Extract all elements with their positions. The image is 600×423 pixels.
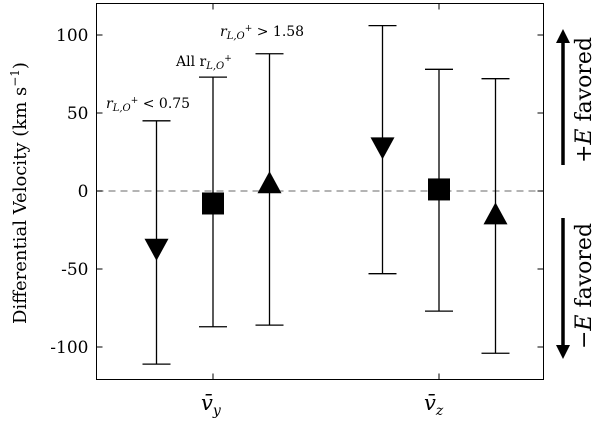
minus-e-sign: − [572, 331, 597, 349]
plus-e-text: favored [572, 37, 597, 129]
triangle-up-marker [257, 171, 282, 194]
series-label-all-prefix: All r [175, 54, 207, 70]
square-marker [202, 192, 224, 215]
y-tick-label: -100 [50, 338, 88, 358]
category-label-vz-base: v̄ [424, 391, 436, 415]
plus-e-favored-label: +E favored [572, 37, 597, 163]
plus-e-var: E [572, 129, 597, 146]
category-label-vy-base: v̄ [201, 391, 213, 415]
series-label-low-suffix: < 0.75 [138, 96, 190, 112]
y-tick-label: 0 [78, 182, 89, 202]
y-axis-label: Differential Velocity (km s−1) [8, 62, 31, 324]
y-axis-label-sup: −1 [8, 69, 22, 87]
series-label-all-sup: + [224, 54, 232, 64]
y-axis-label-close: ) [10, 62, 31, 69]
series-label-high-sup: + [245, 24, 253, 34]
triangle-up-marker [483, 202, 508, 225]
category-label-vy: v̄y [201, 391, 222, 419]
category-label-vy-sub: y [212, 403, 222, 419]
triangle-down-marker [144, 238, 169, 261]
category-label-vz-sub: z [435, 403, 444, 419]
series-label-low-sub: L,O [112, 103, 131, 114]
series-label-low-sup: + [131, 96, 139, 106]
minus-e-favored-label: −E favored [572, 223, 597, 349]
square-marker [428, 178, 450, 201]
series-label-high: rL,O+ > 1.58 [220, 24, 304, 42]
y-tick-label: 50 [67, 104, 89, 124]
y-tick-label: -50 [61, 260, 88, 280]
y-axis-ticks: 100 50 0 -50 -100 [50, 3, 544, 380]
category-label-vz: v̄z [424, 391, 444, 419]
series-label-high-sub: L,O [226, 31, 245, 42]
series-label-high-suffix: > 1.58 [252, 24, 304, 40]
series-label-all: All rL,O+ [175, 54, 232, 72]
series-label-low: rL,O+ < 0.75 [106, 96, 190, 114]
series-label-low-prefix: r [106, 96, 114, 112]
plot-frame [96, 3, 544, 380]
minus-e-var: E [572, 315, 597, 332]
triangle-down-marker [370, 137, 395, 160]
y-axis-label-main: Differential Velocity (km s [10, 87, 31, 324]
series-label-high-prefix: r [220, 24, 228, 40]
series-label-all-sub: L,O [205, 61, 224, 72]
y-tick-label: 100 [56, 26, 88, 46]
minus-e-text: favored [572, 223, 597, 315]
plus-e-sign: + [572, 145, 597, 163]
series-layer [142, 24, 510, 365]
